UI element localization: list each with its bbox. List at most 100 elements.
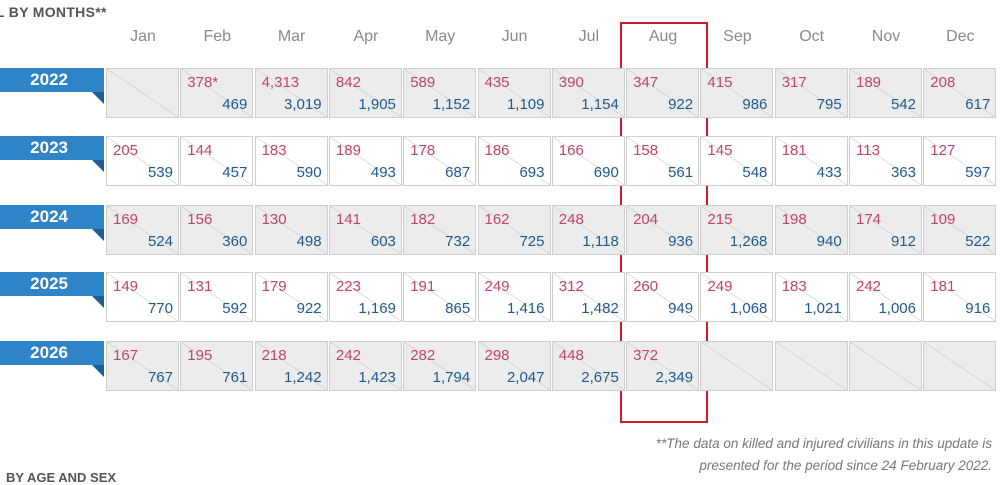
table-cell: 448 2,675 — [551, 341, 625, 391]
killed-count: 208 — [930, 74, 956, 91]
killed-count: 166 — [558, 142, 584, 159]
table-cell: 169 524 — [106, 205, 179, 255]
month-header: Jan — [130, 28, 156, 45]
injured-count: 922 — [668, 96, 694, 113]
table-cell: 127 597 — [923, 136, 997, 186]
killed-count: 167 — [113, 347, 139, 364]
injured-count: 2,349 — [655, 369, 694, 386]
table-cell: 242 1,423 — [328, 341, 402, 391]
month-header: Jul — [578, 28, 600, 45]
injured-count: 1,905 — [358, 96, 396, 113]
killed-count: 215 — [707, 211, 733, 228]
injured-count: 1,152 — [432, 96, 471, 113]
killed-count: 179 — [261, 278, 287, 295]
table-cell: 223 1,169 — [328, 272, 402, 322]
killed-count: 158 — [633, 142, 659, 159]
killed-count: 249 — [484, 278, 510, 295]
table-cell: 372 2,349 — [626, 341, 700, 391]
injured-count: 986 — [742, 96, 768, 113]
killed-count: 145 — [707, 142, 733, 159]
table-cell: 390 1,154 — [551, 68, 625, 118]
injured-count: 690 — [593, 164, 619, 181]
injured-count: 1,021 — [804, 300, 842, 317]
injured-count: 1,268 — [729, 233, 768, 250]
killed-count: 347 — [633, 74, 659, 91]
injured-count: 561 — [668, 164, 694, 181]
table-cell: 347 922 — [626, 68, 700, 118]
table-cell: 218 1,242 — [254, 341, 328, 391]
table-cell: 249 1,416 — [477, 272, 551, 322]
ribbon-fold — [92, 365, 104, 377]
table-cell: 149 770 — [106, 272, 179, 322]
killed-count: 298 — [484, 347, 510, 364]
injured-count: 590 — [296, 164, 322, 181]
injured-count: 922 — [296, 300, 322, 317]
table-cell: 186 693 — [477, 136, 551, 186]
table-cell: 248 1,118 — [551, 205, 625, 255]
injured-count: 767 — [147, 369, 173, 386]
injured-count: 363 — [890, 164, 916, 181]
injured-count: 770 — [147, 300, 173, 317]
killed-count: 178 — [410, 142, 436, 159]
footnote: **The data on killed and injured civilia… — [655, 436, 992, 451]
killed-count: 204 — [633, 211, 659, 228]
injured-count: 1,416 — [506, 300, 545, 317]
table-cell: 198 940 — [774, 205, 848, 255]
injured-count: 469 — [222, 96, 248, 113]
footnote: presented for the period since 24 Februa… — [699, 458, 992, 473]
injured-count: 761 — [222, 369, 248, 386]
month-header: Oct — [799, 28, 825, 45]
killed-count: 218 — [261, 347, 287, 364]
month-header: Mar — [277, 28, 306, 45]
table-cell: 130 498 — [254, 205, 328, 255]
injured-count: 617 — [965, 96, 991, 113]
injured-count: 524 — [147, 233, 173, 250]
table-cell: 215 1,268 — [700, 205, 774, 255]
table-cell: 181 916 — [923, 272, 997, 322]
year-label: 2023 — [0, 136, 104, 160]
killed-count: 141 — [335, 211, 361, 228]
injured-count: 916 — [965, 300, 991, 317]
table-cell — [774, 341, 848, 391]
injured-count: 1,242 — [284, 369, 322, 386]
killed-count: 842 — [335, 74, 361, 91]
table-cell: 183 1,021 — [774, 272, 848, 322]
table-cell: 260 949 — [626, 272, 700, 322]
injured-count: 1,482 — [581, 300, 619, 317]
table-cell: 249 1,068 — [700, 272, 774, 322]
injured-count: 548 — [742, 164, 768, 181]
table-cell — [923, 341, 997, 391]
injured-count: 1,423 — [358, 369, 396, 386]
table-cell: 205 539 — [106, 136, 179, 186]
table-cell: 162 725 — [477, 205, 551, 255]
month-header: Aug — [648, 28, 678, 45]
table-cell: 174 912 — [849, 205, 922, 255]
killed-count: 282 — [410, 347, 436, 364]
killed-count: 189 — [856, 74, 882, 91]
injured-count: 732 — [445, 233, 471, 250]
injured-count: 542 — [890, 96, 916, 113]
table-cell: 435 1,109 — [477, 68, 551, 118]
killed-count: 248 — [558, 211, 584, 228]
injured-count: 936 — [668, 233, 694, 250]
injured-count: 1,006 — [878, 300, 916, 317]
injured-count: 493 — [370, 164, 396, 181]
month-header: Nov — [871, 28, 901, 45]
injured-count: 1,154 — [581, 96, 619, 113]
table-cell — [106, 68, 179, 118]
month-header: Apr — [353, 28, 379, 45]
injured-count: 433 — [816, 164, 842, 181]
ribbon-fold — [92, 92, 104, 104]
injured-count: 1,118 — [582, 233, 619, 250]
injured-count: 795 — [816, 96, 842, 113]
injured-count: 597 — [965, 164, 991, 181]
month-header: Jun — [501, 28, 528, 45]
injured-count: 2,675 — [581, 369, 619, 386]
killed-count: 390 — [558, 74, 584, 91]
killed-count: 260 — [633, 278, 659, 295]
killed-count: 195 — [187, 347, 213, 364]
killed-count: 144 — [187, 142, 213, 159]
table-cell: 204 936 — [626, 205, 700, 255]
killed-count: 448 — [558, 347, 584, 364]
killed-count: 198 — [781, 211, 807, 228]
